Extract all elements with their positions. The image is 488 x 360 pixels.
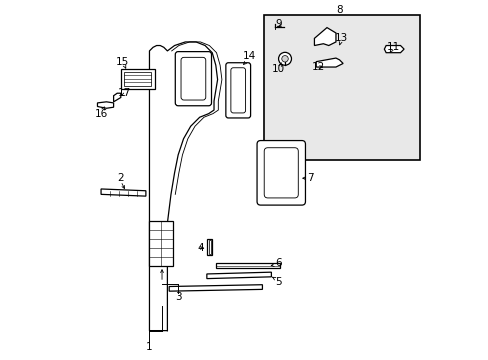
- Text: 4: 4: [197, 243, 203, 253]
- Text: 15: 15: [116, 57, 129, 67]
- Polygon shape: [316, 58, 343, 67]
- Text: 12: 12: [311, 62, 324, 72]
- Polygon shape: [101, 189, 145, 196]
- Text: 17: 17: [118, 88, 131, 98]
- Polygon shape: [215, 263, 280, 268]
- Circle shape: [281, 55, 287, 62]
- Polygon shape: [384, 45, 403, 53]
- Text: 3: 3: [175, 292, 181, 302]
- Text: 13: 13: [334, 33, 347, 43]
- FancyBboxPatch shape: [264, 148, 298, 198]
- Text: 8: 8: [336, 5, 342, 15]
- FancyBboxPatch shape: [257, 140, 305, 205]
- Bar: [121, 69, 155, 89]
- Text: 2: 2: [117, 173, 124, 183]
- Bar: [149, 221, 172, 266]
- Text: 7: 7: [307, 173, 313, 183]
- Polygon shape: [314, 28, 335, 45]
- Text: 1: 1: [146, 342, 152, 352]
- FancyBboxPatch shape: [181, 57, 205, 100]
- Text: 5: 5: [275, 277, 281, 287]
- Bar: [264, 15, 419, 160]
- Circle shape: [278, 52, 291, 65]
- Polygon shape: [206, 239, 212, 255]
- FancyBboxPatch shape: [230, 68, 245, 113]
- Polygon shape: [206, 272, 271, 279]
- Text: 16: 16: [94, 109, 107, 119]
- FancyBboxPatch shape: [175, 51, 211, 106]
- Text: 14: 14: [243, 51, 256, 61]
- Polygon shape: [97, 102, 113, 108]
- Polygon shape: [113, 93, 121, 102]
- Bar: [124, 72, 151, 86]
- FancyBboxPatch shape: [225, 63, 250, 118]
- Polygon shape: [169, 285, 262, 291]
- Text: 10: 10: [271, 64, 285, 74]
- Text: 11: 11: [386, 42, 399, 52]
- Polygon shape: [208, 240, 210, 254]
- Text: 6: 6: [275, 258, 281, 268]
- Text: 9: 9: [275, 19, 281, 29]
